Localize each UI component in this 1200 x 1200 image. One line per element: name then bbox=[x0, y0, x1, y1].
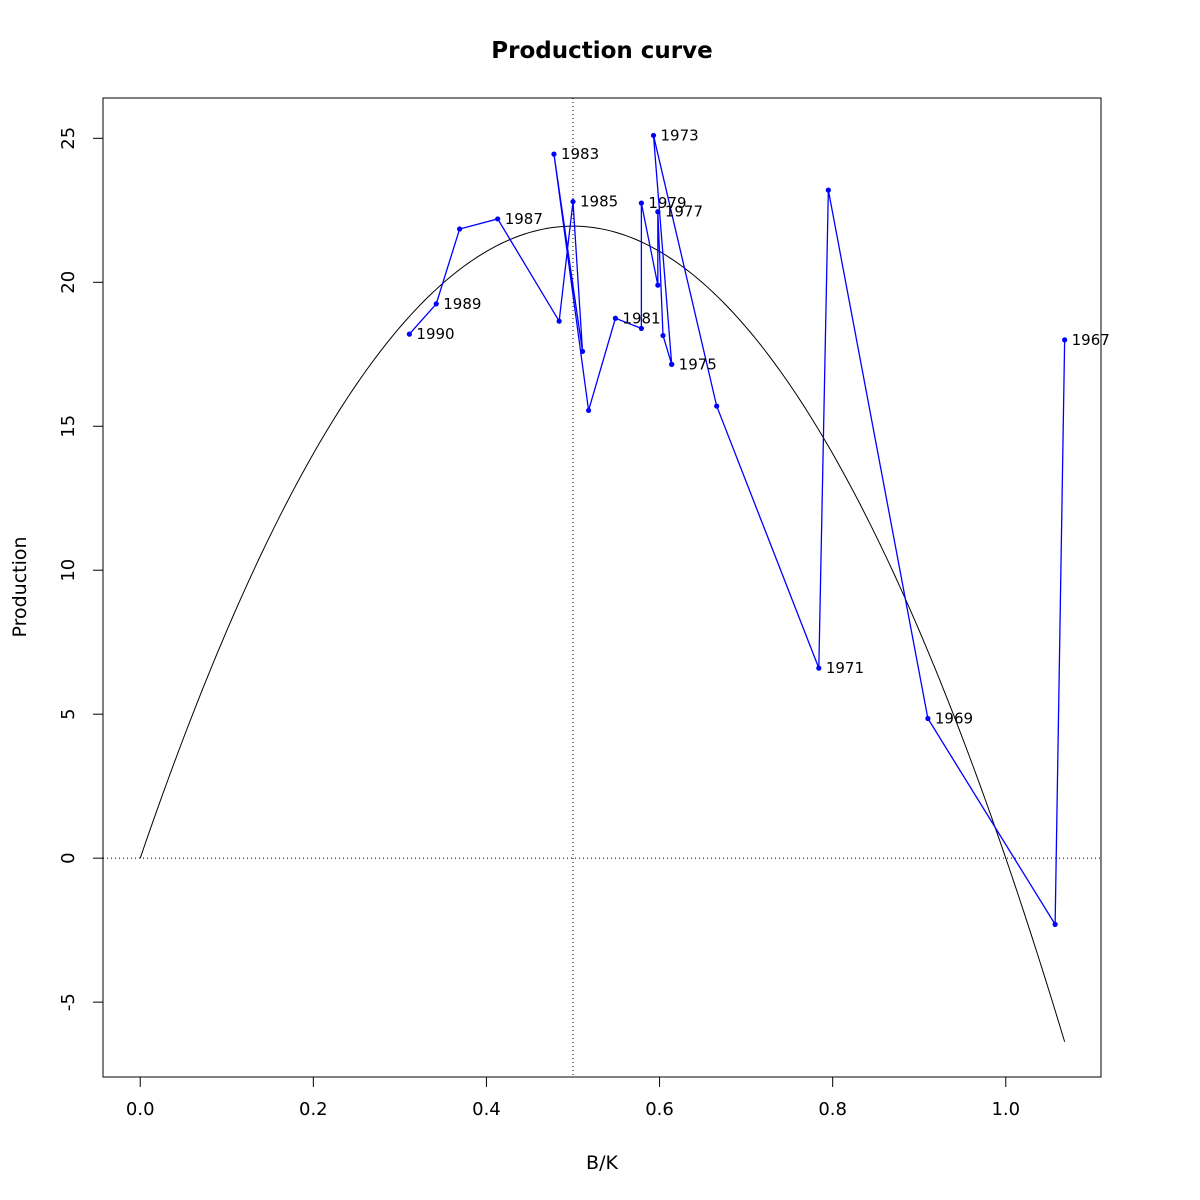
x-axis: 0.0 0.2 0.4 0.6 0.8 1.0 bbox=[126, 1076, 1020, 1120]
data-point bbox=[570, 199, 576, 205]
data-point bbox=[669, 361, 675, 367]
data-point-label: 1979 bbox=[648, 194, 686, 212]
data-point bbox=[612, 315, 619, 321]
data-point bbox=[638, 325, 644, 331]
data-point-label: 1973 bbox=[661, 126, 699, 144]
y-axis: -5 0 5 10 15 20 25 bbox=[58, 127, 104, 1011]
data-point-label: 1990 bbox=[416, 325, 454, 343]
data-point-label: 1969 bbox=[935, 710, 973, 728]
y-tick-label: 15 bbox=[58, 415, 79, 438]
data-point bbox=[457, 226, 463, 232]
series-layer bbox=[406, 132, 1068, 927]
data-point-label: 1971 bbox=[826, 659, 864, 677]
x-tick-label: 0.6 bbox=[645, 1099, 674, 1120]
x-tick-label: 0.8 bbox=[818, 1099, 847, 1120]
data-point bbox=[579, 348, 586, 354]
data-point bbox=[825, 187, 831, 193]
y-tick-label: 25 bbox=[58, 127, 79, 150]
data-point bbox=[638, 200, 644, 206]
data-point bbox=[556, 318, 562, 324]
x-tick-label: 1.0 bbox=[991, 1099, 1020, 1120]
y-tick-label: 20 bbox=[58, 271, 79, 294]
y-tick-label: 5 bbox=[58, 708, 79, 719]
plot-frame bbox=[102, 97, 1102, 1078]
data-point-label: 1989 bbox=[443, 295, 481, 313]
y-tick-label: 0 bbox=[58, 852, 79, 863]
data-point bbox=[495, 216, 501, 222]
data-point-label: 1967 bbox=[1072, 331, 1110, 349]
x-axis-title: B/K bbox=[586, 1152, 618, 1174]
data-point bbox=[925, 715, 931, 722]
data-point bbox=[655, 282, 661, 288]
chart-title: Production curve bbox=[491, 38, 712, 64]
data-point bbox=[1062, 337, 1068, 343]
data-point bbox=[660, 332, 666, 339]
data-point-label: 1985 bbox=[580, 193, 618, 211]
y-axis-title: Production bbox=[9, 536, 31, 637]
data-point bbox=[1052, 921, 1058, 927]
data-point bbox=[816, 665, 822, 671]
y-tick-label: -5 bbox=[58, 993, 79, 1011]
data-point bbox=[714, 403, 720, 409]
data-point-label: 1983 bbox=[561, 145, 599, 163]
data-point bbox=[433, 301, 439, 307]
model-curve-layer bbox=[139, 225, 1066, 1042]
data-point-label: 1987 bbox=[505, 210, 543, 228]
data-point bbox=[406, 331, 413, 337]
y-tick-label: 10 bbox=[58, 559, 79, 582]
reference-lines bbox=[103, 98, 1101, 1077]
x-tick-label: 0.0 bbox=[126, 1099, 155, 1120]
data-point-label: 1975 bbox=[679, 355, 717, 373]
data-point-label: 1981 bbox=[622, 309, 660, 327]
data-point bbox=[650, 132, 657, 139]
data-point-label: 1977 bbox=[665, 203, 703, 221]
series-line-0 bbox=[408, 135, 1066, 927]
x-tick-label: 0.2 bbox=[299, 1099, 328, 1120]
data-point bbox=[551, 151, 557, 157]
model-curve-line bbox=[139, 225, 1066, 1042]
data-point bbox=[585, 407, 592, 414]
data-point bbox=[655, 209, 661, 215]
x-tick-label: 0.4 bbox=[472, 1099, 501, 1120]
